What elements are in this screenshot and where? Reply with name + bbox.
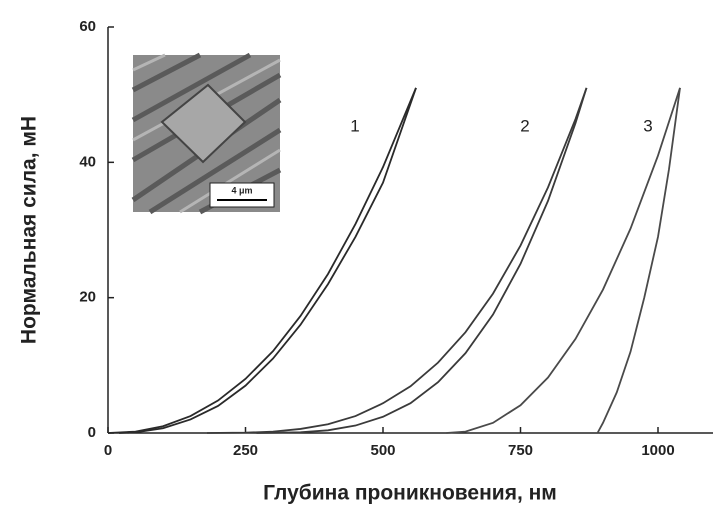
curve (596, 87, 681, 434)
curve-label: 1 (350, 116, 359, 135)
curve-label: 3 (643, 116, 652, 135)
inset-indent (160, 83, 247, 164)
x-tick-label: 0 (104, 442, 112, 459)
x-tick-label: 750 (508, 442, 533, 459)
x-tick-label: 1000 (641, 442, 674, 459)
curve (118, 87, 417, 434)
curve (107, 87, 417, 434)
curve-label: 2 (520, 116, 529, 135)
curve (446, 87, 681, 434)
inset-image: 4 μm (131, 52, 282, 215)
curve (256, 87, 588, 434)
x-tick-label: 500 (370, 442, 395, 459)
y-tick-label: 40 (79, 153, 96, 170)
y-tick-label: 0 (88, 424, 96, 441)
y-tick-label: 20 (79, 289, 96, 306)
curve (206, 87, 588, 434)
inset-scale-label: 4 μm (231, 185, 252, 195)
y-axis-title: Нормальная сила, мН (18, 116, 41, 344)
y-tick-label: 60 (79, 18, 96, 35)
inset-scale-box (209, 182, 275, 208)
x-tick-label: 250 (233, 442, 258, 459)
x-axis-title: Глубина проникновения, нм (263, 482, 557, 505)
